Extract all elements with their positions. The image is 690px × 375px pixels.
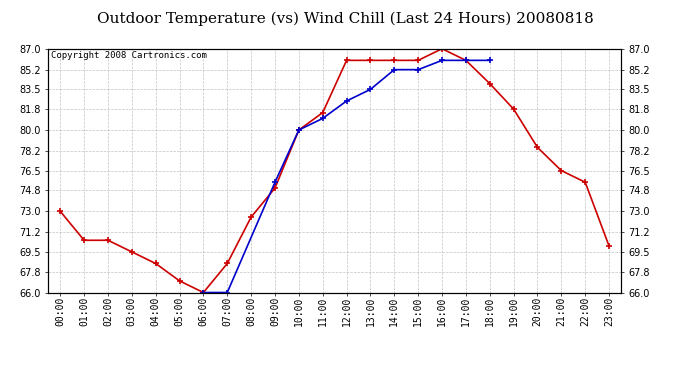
Text: Copyright 2008 Cartronics.com: Copyright 2008 Cartronics.com — [51, 51, 207, 60]
Text: Outdoor Temperature (vs) Wind Chill (Last 24 Hours) 20080818: Outdoor Temperature (vs) Wind Chill (Las… — [97, 11, 593, 26]
